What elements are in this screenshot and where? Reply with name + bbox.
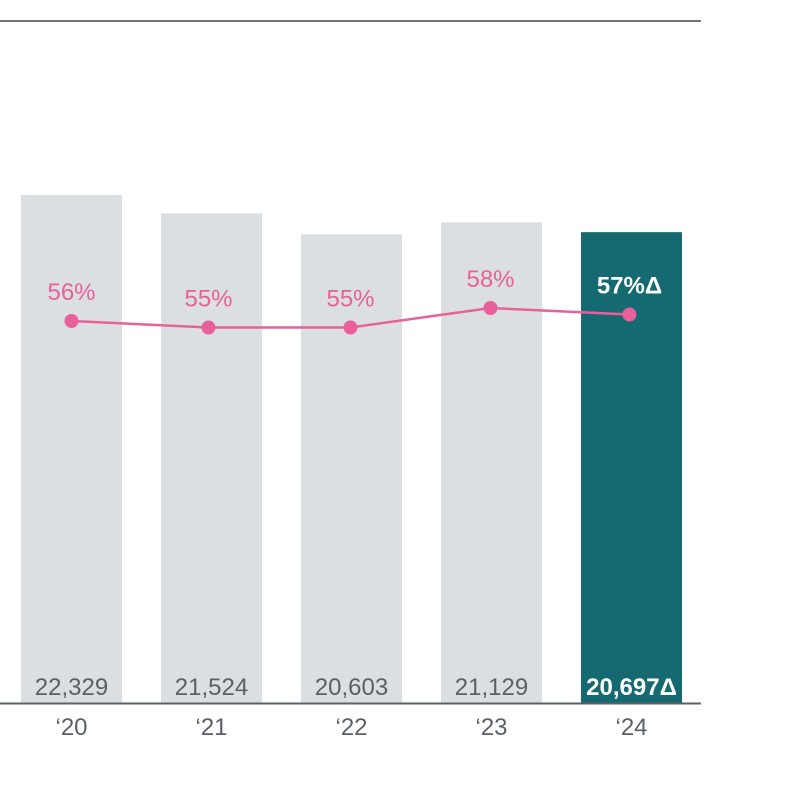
- percentage-label-2: 55%: [326, 286, 374, 313]
- bar-3: [441, 222, 542, 703]
- bar-1: [161, 213, 262, 704]
- percentage-point-0: [64, 314, 79, 328]
- bar-value-label-2: 20,603: [315, 674, 388, 701]
- x-tick-label-1: ‘21: [195, 714, 227, 741]
- percentage-label-1: 55%: [184, 286, 232, 313]
- x-tick-label-2: ‘22: [335, 714, 367, 741]
- x-tick-label-0: ‘20: [55, 714, 87, 741]
- percentage-point-3: [483, 301, 498, 315]
- bar-0: [21, 195, 122, 703]
- x-tick-label-4: ‘24: [615, 714, 647, 741]
- percentage-label-4: 57%Δ: [597, 273, 662, 300]
- percentage-label-0: 56%: [47, 279, 95, 306]
- percentage-point-1: [201, 320, 216, 335]
- bar-value-label-3: 21,129: [455, 674, 528, 701]
- bar-4: [581, 232, 682, 703]
- bar-value-label-1: 21,524: [175, 674, 248, 701]
- percentage-point-2: [343, 320, 358, 335]
- bar-value-label-4: 20,697Δ: [586, 674, 677, 701]
- bar-value-label-0: 22,329: [35, 674, 108, 701]
- x-tick-label-3: ‘23: [475, 714, 507, 741]
- bar-2: [301, 234, 402, 704]
- percentage-point-4: [622, 307, 637, 322]
- percentage-label-3: 58%: [466, 266, 514, 293]
